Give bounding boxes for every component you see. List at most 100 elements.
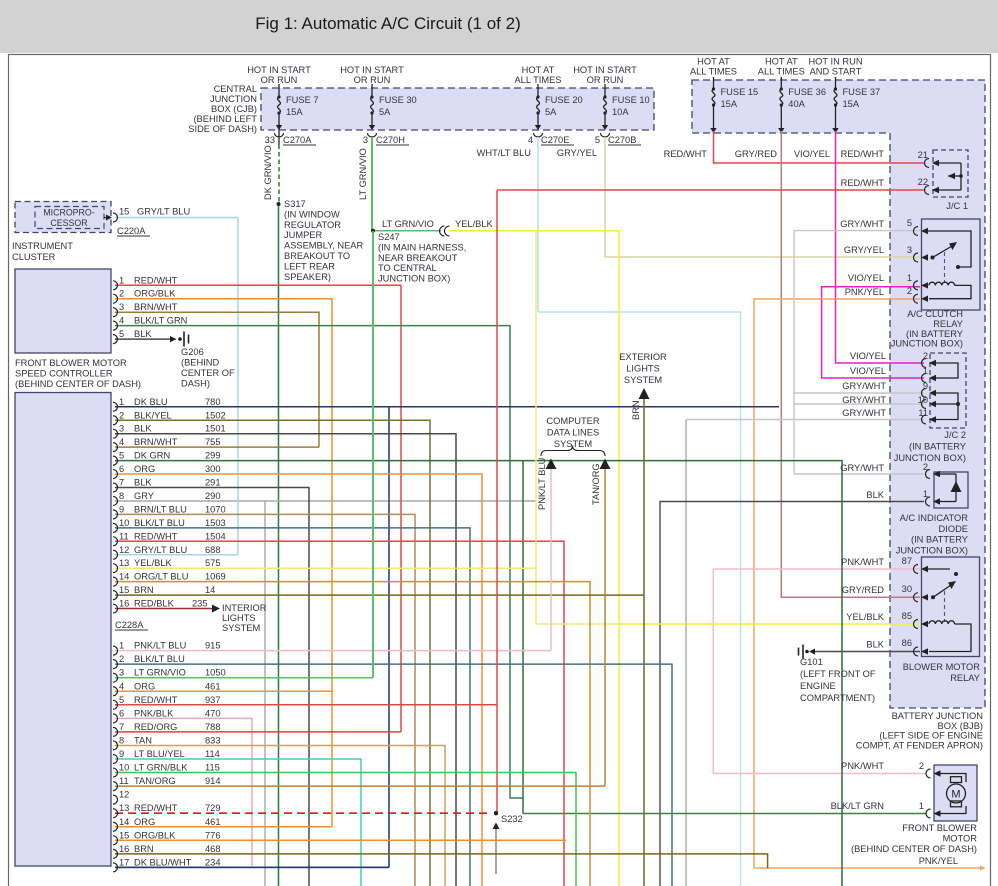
- svg-text:BOX (BJB): BOX (BJB): [938, 721, 983, 731]
- svg-text:JUNCTION BOX): JUNCTION BOX): [894, 453, 966, 463]
- svg-text:BREAKOUT TO: BREAKOUT TO: [284, 251, 350, 261]
- svg-text:1: 1: [907, 273, 912, 283]
- svg-text:(LEFT FRONT OF: (LEFT FRONT OF: [800, 669, 876, 679]
- svg-text:G206: G206: [181, 347, 204, 357]
- svg-text:4: 4: [528, 135, 533, 145]
- svg-text:JUNCTION BOX): JUNCTION BOX): [891, 339, 963, 349]
- svg-text:LT BLU/YEL: LT BLU/YEL: [134, 749, 185, 759]
- svg-text:Fig 1: Automatic A/C Circuit (: Fig 1: Automatic A/C Circuit (1 of 2): [255, 14, 520, 33]
- svg-text:LT GRN/VIO: LT GRN/VIO: [134, 668, 186, 678]
- svg-text:291: 291: [205, 478, 221, 488]
- svg-text:SPEAKER): SPEAKER): [284, 272, 331, 282]
- svg-text:PNK/LT BLU: PNK/LT BLU: [134, 641, 186, 651]
- svg-text:(IN BATTERY: (IN BATTERY: [909, 442, 966, 452]
- svg-text:729: 729: [205, 803, 221, 813]
- svg-text:FUSE 7: FUSE 7: [286, 95, 319, 105]
- svg-text:DK BLU/WHT: DK BLU/WHT: [134, 857, 192, 867]
- svg-text:DK GRN/VIO: DK GRN/VIO: [263, 145, 273, 200]
- svg-text:3: 3: [119, 424, 124, 434]
- svg-text:RED/BLK: RED/BLK: [134, 599, 175, 609]
- svg-text:TAN/ORG: TAN/ORG: [591, 463, 601, 505]
- svg-text:461: 461: [205, 817, 221, 827]
- svg-text:15: 15: [119, 830, 129, 840]
- svg-text:GRY/WHT: GRY/WHT: [842, 381, 886, 391]
- svg-text:HOT AT: HOT AT: [765, 57, 798, 67]
- svg-text:14: 14: [119, 817, 129, 827]
- svg-text:PNK/LT BLU: PNK/LT BLU: [537, 458, 547, 510]
- svg-text:RED/WHT: RED/WHT: [841, 149, 885, 159]
- svg-text:ALL TIMES: ALL TIMES: [514, 75, 561, 85]
- svg-text:788: 788: [205, 722, 221, 732]
- svg-text:10: 10: [918, 395, 928, 405]
- svg-text:OR RUN: OR RUN: [261, 75, 298, 85]
- svg-text:RED/WHT: RED/WHT: [841, 178, 885, 188]
- svg-text:A/C INDICATOR: A/C INDICATOR: [900, 513, 969, 523]
- svg-text:4: 4: [119, 681, 124, 691]
- svg-text:TAN/ORG: TAN/ORG: [134, 776, 176, 786]
- svg-text:GRY/RED: GRY/RED: [842, 585, 884, 595]
- svg-text:JUNCTION BOX): JUNCTION BOX): [378, 274, 450, 284]
- svg-text:C270H: C270H: [376, 135, 405, 145]
- svg-text:1: 1: [119, 275, 124, 285]
- svg-text:(BEHIND LEFT: (BEHIND LEFT: [193, 114, 257, 124]
- svg-text:3: 3: [907, 245, 912, 255]
- svg-text:PNK/YEL: PNK/YEL: [845, 287, 884, 297]
- svg-text:CLUSTER: CLUSTER: [12, 252, 56, 262]
- svg-text:ORG/LT BLU: ORG/LT BLU: [134, 572, 188, 582]
- svg-text:GRY/WHT: GRY/WHT: [842, 408, 886, 418]
- svg-text:15A: 15A: [721, 99, 738, 109]
- svg-text:GRY/WHT: GRY/WHT: [840, 463, 884, 473]
- svg-text:HOT IN START: HOT IN START: [340, 65, 404, 75]
- svg-text:A/C CLUTCH: A/C CLUTCH: [907, 309, 963, 319]
- svg-text:PNK/BLK: PNK/BLK: [134, 708, 174, 718]
- svg-text:(IN BATTERY: (IN BATTERY: [911, 535, 968, 545]
- svg-text:234: 234: [205, 857, 221, 867]
- svg-text:GRY/RED: GRY/RED: [735, 149, 777, 159]
- svg-text:1501: 1501: [205, 424, 226, 434]
- svg-text:2: 2: [119, 289, 124, 299]
- svg-text:COMPUTER: COMPUTER: [546, 416, 599, 426]
- svg-text:BLK/YEL: BLK/YEL: [134, 410, 172, 420]
- svg-text:ORG: ORG: [134, 681, 155, 691]
- svg-text:SIDE OF DASH): SIDE OF DASH): [188, 124, 257, 134]
- svg-text:BRN/WHT: BRN/WHT: [134, 302, 178, 312]
- svg-text:BLK: BLK: [866, 490, 884, 500]
- svg-text:J/C 1: J/C 1: [946, 201, 968, 211]
- svg-text:5A: 5A: [379, 107, 391, 117]
- svg-text:YEL/BLK: YEL/BLK: [134, 558, 173, 568]
- svg-text:ORG/BLK: ORG/BLK: [134, 830, 176, 840]
- svg-text:VIO/YEL: VIO/YEL: [850, 366, 886, 376]
- svg-text:(BEHIND CENTER OF DASH): (BEHIND CENTER OF DASH): [15, 379, 141, 389]
- svg-text:(BEHIND: (BEHIND: [181, 358, 220, 368]
- svg-text:RED/ORG: RED/ORG: [134, 722, 177, 732]
- svg-text:VIO/YEL: VIO/YEL: [794, 149, 830, 159]
- svg-text:2: 2: [923, 351, 928, 361]
- svg-text:ORG/BLK: ORG/BLK: [134, 289, 176, 299]
- svg-text:YEL/BLK: YEL/BLK: [846, 612, 885, 622]
- svg-text:21: 21: [918, 150, 928, 160]
- svg-text:12: 12: [119, 545, 129, 555]
- svg-text:5: 5: [907, 218, 912, 228]
- svg-text:HOT IN START: HOT IN START: [247, 65, 311, 75]
- svg-text:BLK: BLK: [134, 424, 152, 434]
- svg-text:1: 1: [923, 366, 928, 376]
- svg-text:LT GRN/BLK: LT GRN/BLK: [134, 763, 188, 773]
- svg-text:13: 13: [119, 558, 129, 568]
- svg-text:RELAY: RELAY: [950, 673, 980, 683]
- svg-text:FUSE 30: FUSE 30: [379, 95, 417, 105]
- svg-text:FUSE 10: FUSE 10: [612, 95, 650, 105]
- svg-text:DK BLU: DK BLU: [134, 397, 168, 407]
- svg-text:16: 16: [119, 599, 129, 609]
- svg-text:(LEFT SIDE OF ENGINE: (LEFT SIDE OF ENGINE: [879, 731, 983, 741]
- svg-text:11: 11: [918, 408, 928, 418]
- svg-text:5A: 5A: [545, 107, 557, 117]
- svg-text:4: 4: [119, 437, 124, 447]
- svg-text:C270E: C270E: [541, 135, 569, 145]
- svg-text:7: 7: [119, 722, 124, 732]
- svg-text:WHT/LT BLU: WHT/LT BLU: [477, 148, 531, 158]
- svg-text:HOT AT: HOT AT: [522, 65, 555, 75]
- svg-text:5: 5: [119, 451, 124, 461]
- svg-text:COMPARTMENT): COMPARTMENT): [800, 693, 875, 703]
- svg-text:1504: 1504: [205, 531, 226, 541]
- svg-text:PNK/WHT: PNK/WHT: [841, 761, 884, 771]
